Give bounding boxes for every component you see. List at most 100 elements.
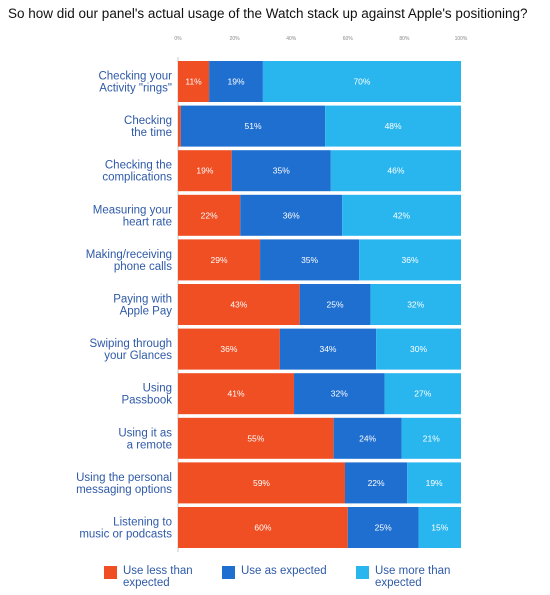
- category-label: Checking your: [98, 71, 172, 83]
- bar-segment: [347, 507, 419, 548]
- data-label: 51%: [244, 121, 261, 131]
- bar-segment: [178, 507, 348, 548]
- bar-segment: [376, 328, 461, 370]
- data-label: 32%: [407, 300, 424, 310]
- bar-segment: [262, 61, 461, 102]
- bar-segment: [330, 150, 461, 192]
- stacked-bar-chart: 0% 20% 40% 60% 80% 100% Checking yourActivity …: [76, 36, 468, 552]
- category-label: Apple Pay: [120, 306, 173, 318]
- data-label: 22%: [368, 478, 385, 488]
- x-tick-label: 60%: [343, 36, 354, 42]
- data-label: 59%: [253, 478, 270, 488]
- legend-swatch-less: [104, 566, 117, 579]
- data-label: 30%: [410, 344, 427, 354]
- data-label: 46%: [387, 166, 404, 176]
- legend-label-less: Use less than expected: [123, 565, 193, 589]
- data-label: 27%: [414, 389, 431, 399]
- x-tick-label: 0%: [174, 36, 182, 42]
- bar-segment: [299, 284, 371, 325]
- category-label: Making/receiving: [86, 249, 172, 261]
- bar-segment: [407, 462, 461, 504]
- category-label: complications: [102, 172, 172, 184]
- chart-legend: Use less than expected Use as expected U…: [0, 565, 550, 595]
- data-label: 25%: [375, 523, 392, 533]
- chart-title: So how did our panel's actual usage of t…: [8, 6, 528, 21]
- data-label: 41%: [228, 389, 245, 399]
- category-label: Checking: [124, 115, 172, 127]
- data-label: 35%: [301, 255, 318, 265]
- bar-segment: [178, 150, 232, 192]
- legend-swatch-more: [356, 566, 369, 579]
- category-label: Using: [143, 383, 172, 395]
- category-label: music or podcasts: [79, 529, 172, 541]
- legend-item-as-expected: Use as expected: [222, 565, 331, 579]
- bar-segment: [260, 239, 360, 281]
- bar-segment: [178, 61, 210, 102]
- bar-segment: [209, 61, 263, 102]
- bar-segment: [178, 373, 295, 415]
- data-label: 48%: [385, 121, 402, 131]
- x-tick-label: 80%: [399, 36, 410, 42]
- category-label: the time: [131, 127, 172, 139]
- category-label: Passbook: [121, 395, 172, 407]
- bar-segment: [359, 239, 461, 281]
- bar-segment: [178, 328, 280, 370]
- bar-segment: [178, 239, 261, 281]
- data-label: 60%: [254, 523, 271, 533]
- bar-segment: [178, 105, 181, 147]
- data-label: 70%: [353, 77, 370, 87]
- category-label: Activity "rings": [99, 83, 172, 95]
- data-label: 34%: [319, 344, 336, 354]
- data-label: 36%: [402, 255, 419, 265]
- x-tick-label: 40%: [286, 36, 297, 42]
- category-label: Paying with: [113, 294, 172, 306]
- bar-segment: [333, 417, 402, 459]
- bar-segment: [325, 105, 461, 147]
- bar-segment: [384, 373, 461, 415]
- bar-segment: [240, 194, 343, 236]
- data-label: 36%: [220, 344, 237, 354]
- category-label: Listening to: [113, 517, 172, 529]
- legend-label-as-expected: Use as expected: [241, 565, 327, 577]
- x-tick-label: 20%: [230, 36, 241, 42]
- legend-label-more: Use more than expected: [375, 565, 451, 589]
- bar-segment: [344, 462, 408, 504]
- x-tick-label: 100%: [455, 36, 468, 42]
- data-label: 11%: [185, 77, 202, 87]
- bar-segment: [178, 284, 300, 325]
- category-label: Measuring your: [93, 204, 172, 216]
- data-label: 43%: [230, 300, 247, 310]
- data-label: 36%: [283, 210, 300, 220]
- bar-segment: [178, 462, 345, 504]
- legend-item-more: Use more than expected: [356, 565, 465, 589]
- bar-segment: [231, 150, 331, 192]
- bar-segment: [178, 194, 241, 236]
- category-label: Using the personal: [76, 472, 172, 484]
- category-label: Checking the: [105, 160, 172, 172]
- data-label: 32%: [331, 389, 348, 399]
- data-label: 19%: [196, 166, 213, 176]
- data-label: 55%: [247, 433, 264, 443]
- data-label: 21%: [423, 433, 440, 443]
- category-label: phone calls: [114, 261, 172, 273]
- data-label: 24%: [359, 433, 376, 443]
- data-label: 29%: [211, 255, 228, 265]
- data-label: 15%: [431, 523, 448, 533]
- category-label: messaging options: [76, 484, 172, 496]
- legend-item-less: Use less than expected: [104, 565, 213, 589]
- data-label: 19%: [228, 77, 245, 87]
- category-label: your Glances: [104, 350, 172, 362]
- bar-segment: [294, 373, 385, 415]
- data-label: 22%: [201, 210, 218, 220]
- bar-segment: [279, 328, 377, 370]
- category-label: heart rate: [123, 216, 172, 228]
- category-label: Swiping through: [90, 338, 172, 350]
- bar-segment: [342, 194, 461, 236]
- bar-segment: [180, 105, 326, 147]
- legend-swatch-as-expected: [222, 566, 235, 579]
- bar-segment: [370, 284, 461, 325]
- bar-segment: [178, 417, 334, 459]
- data-label: 42%: [393, 210, 410, 220]
- bar-segment: [401, 417, 461, 459]
- category-label: a remote: [127, 439, 172, 451]
